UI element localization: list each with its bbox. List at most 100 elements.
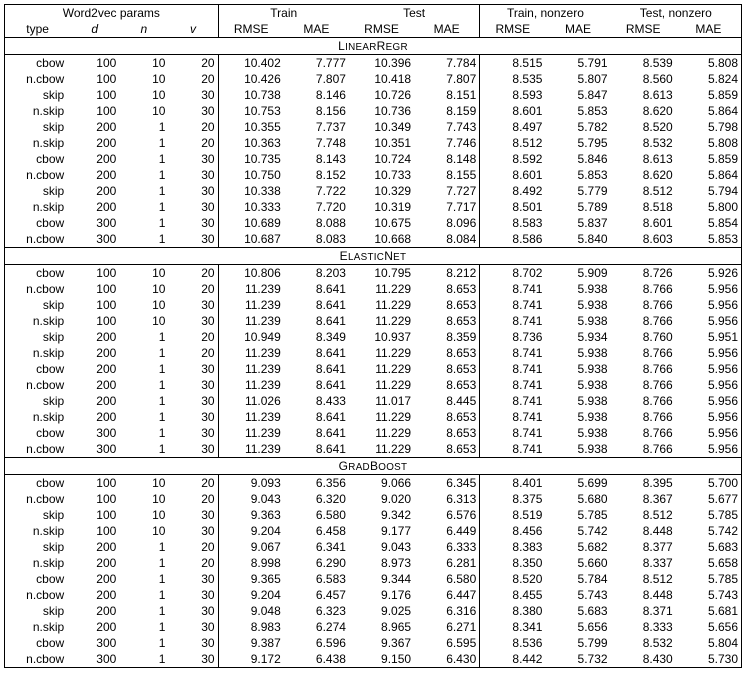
hdr-trainnz-mae: MAE	[545, 21, 610, 38]
cell-trainnz-mae: 5.799	[545, 635, 610, 651]
cell-type: n.cbow	[5, 71, 71, 87]
cell-testnz-mae: 5.956	[676, 441, 742, 458]
cell-testnz-mae: 5.859	[676, 87, 742, 103]
cell-testnz-rmse: 8.766	[611, 297, 676, 313]
cell-n: 1	[119, 539, 168, 555]
cell-n: 1	[119, 167, 168, 183]
cell-testnz-mae: 5.798	[676, 119, 742, 135]
cell-testnz-rmse: 8.760	[611, 329, 676, 345]
table-row: n.skip100103010.7538.15610.7368.1598.601…	[5, 103, 742, 119]
cell-testnz-mae: 5.785	[676, 507, 742, 523]
cell-train-rmse: 11.239	[218, 297, 284, 313]
cell-trainnz-rmse: 8.341	[480, 619, 546, 635]
cell-testnz-rmse: 8.532	[611, 135, 676, 151]
cell-test-mae: 7.807	[414, 71, 480, 87]
cell-trainnz-mae: 5.938	[545, 297, 610, 313]
cell-test-rmse: 9.020	[349, 491, 414, 507]
cell-train-rmse: 10.355	[218, 119, 284, 135]
cell-type: n.skip	[5, 199, 71, 215]
cell-trainnz-mae: 5.656	[545, 619, 610, 635]
cell-train-rmse: 10.738	[218, 87, 284, 103]
cell-train-mae: 7.807	[284, 71, 349, 87]
cell-d: 100	[70, 281, 119, 297]
cell-test-mae: 7.743	[414, 119, 480, 135]
cell-testnz-mae: 5.681	[676, 603, 742, 619]
cell-test-mae: 8.096	[414, 215, 480, 231]
hdr-test: Test	[349, 5, 480, 22]
cell-testnz-mae: 5.956	[676, 345, 742, 361]
cell-testnz-mae: 5.683	[676, 539, 742, 555]
hdr-type: type	[5, 21, 71, 38]
cell-testnz-mae: 5.956	[676, 377, 742, 393]
cell-test-rmse: 10.351	[349, 135, 414, 151]
cell-testnz-rmse: 8.766	[611, 281, 676, 297]
cell-trainnz-rmse: 8.741	[480, 377, 546, 393]
cell-d: 200	[70, 571, 119, 587]
cell-n: 10	[119, 313, 168, 329]
cell-train-mae: 6.580	[284, 507, 349, 523]
cell-test-mae: 6.430	[414, 651, 480, 668]
cell-trainnz-rmse: 8.741	[480, 393, 546, 409]
cell-n: 1	[119, 635, 168, 651]
cell-d: 200	[70, 329, 119, 345]
hdr-test-nonzero: Test, nonzero	[611, 5, 742, 22]
cell-testnz-rmse: 8.395	[611, 475, 676, 492]
cell-v: 30	[168, 441, 218, 458]
cell-v: 20	[168, 329, 218, 345]
cell-d: 100	[70, 475, 119, 492]
cell-train-rmse: 9.204	[218, 523, 284, 539]
cell-train-rmse: 9.172	[218, 651, 284, 668]
table-row: skip20012010.9498.34910.9378.3598.7365.9…	[5, 329, 742, 345]
cell-v: 20	[168, 281, 218, 297]
cell-test-mae: 8.359	[414, 329, 480, 345]
cell-train-rmse: 10.333	[218, 199, 284, 215]
cell-v: 30	[168, 199, 218, 215]
cell-train-rmse: 10.363	[218, 135, 284, 151]
cell-trainnz-mae: 5.742	[545, 523, 610, 539]
cell-test-mae: 8.151	[414, 87, 480, 103]
cell-train-mae: 8.152	[284, 167, 349, 183]
cell-test-rmse: 10.736	[349, 103, 414, 119]
cell-type: n.cbow	[5, 231, 71, 248]
cell-type: skip	[5, 393, 71, 409]
cell-test-rmse: 10.726	[349, 87, 414, 103]
cell-testnz-rmse: 8.512	[611, 507, 676, 523]
cell-train-rmse: 11.239	[218, 361, 284, 377]
cell-test-mae: 8.653	[414, 345, 480, 361]
cell-v: 30	[168, 87, 218, 103]
cell-type: n.skip	[5, 523, 71, 539]
cell-type: n.skip	[5, 103, 71, 119]
cell-v: 30	[168, 151, 218, 167]
cell-testnz-rmse: 8.512	[611, 571, 676, 587]
cell-trainnz-mae: 5.660	[545, 555, 610, 571]
cell-n: 10	[119, 281, 168, 297]
hdr-train-mae: MAE	[284, 21, 349, 38]
table-row: n.cbow30013010.6878.08310.6688.0848.5865…	[5, 231, 742, 248]
cell-type: skip	[5, 539, 71, 555]
cell-test-rmse: 9.025	[349, 603, 414, 619]
cell-n: 1	[119, 587, 168, 603]
cell-type: cbow	[5, 55, 71, 72]
cell-trainnz-mae: 5.847	[545, 87, 610, 103]
table-row: cbow2001309.3656.5839.3446.5808.5205.784…	[5, 571, 742, 587]
cell-train-mae: 8.083	[284, 231, 349, 248]
cell-test-rmse: 11.229	[349, 297, 414, 313]
cell-train-rmse: 8.998	[218, 555, 284, 571]
cell-trainnz-rmse: 8.583	[480, 215, 546, 231]
cell-trainnz-mae: 5.846	[545, 151, 610, 167]
cell-train-rmse: 9.048	[218, 603, 284, 619]
cell-train-rmse: 10.753	[218, 103, 284, 119]
cell-test-rmse: 10.668	[349, 231, 414, 248]
cell-test-rmse: 9.150	[349, 651, 414, 668]
results-table: Word2vec params Train Test Train, nonzer…	[4, 4, 742, 668]
cell-d: 100	[70, 103, 119, 119]
header-row-groups: Word2vec params Train Test Train, nonzer…	[5, 5, 742, 22]
cell-testnz-mae: 5.808	[676, 55, 742, 72]
cell-trainnz-rmse: 8.501	[480, 199, 546, 215]
cell-train-mae: 8.088	[284, 215, 349, 231]
cell-d: 200	[70, 151, 119, 167]
section-title: ElasticNet	[5, 248, 742, 265]
cell-train-rmse: 10.949	[218, 329, 284, 345]
cell-testnz-mae: 5.824	[676, 71, 742, 87]
cell-type: cbow	[5, 215, 71, 231]
